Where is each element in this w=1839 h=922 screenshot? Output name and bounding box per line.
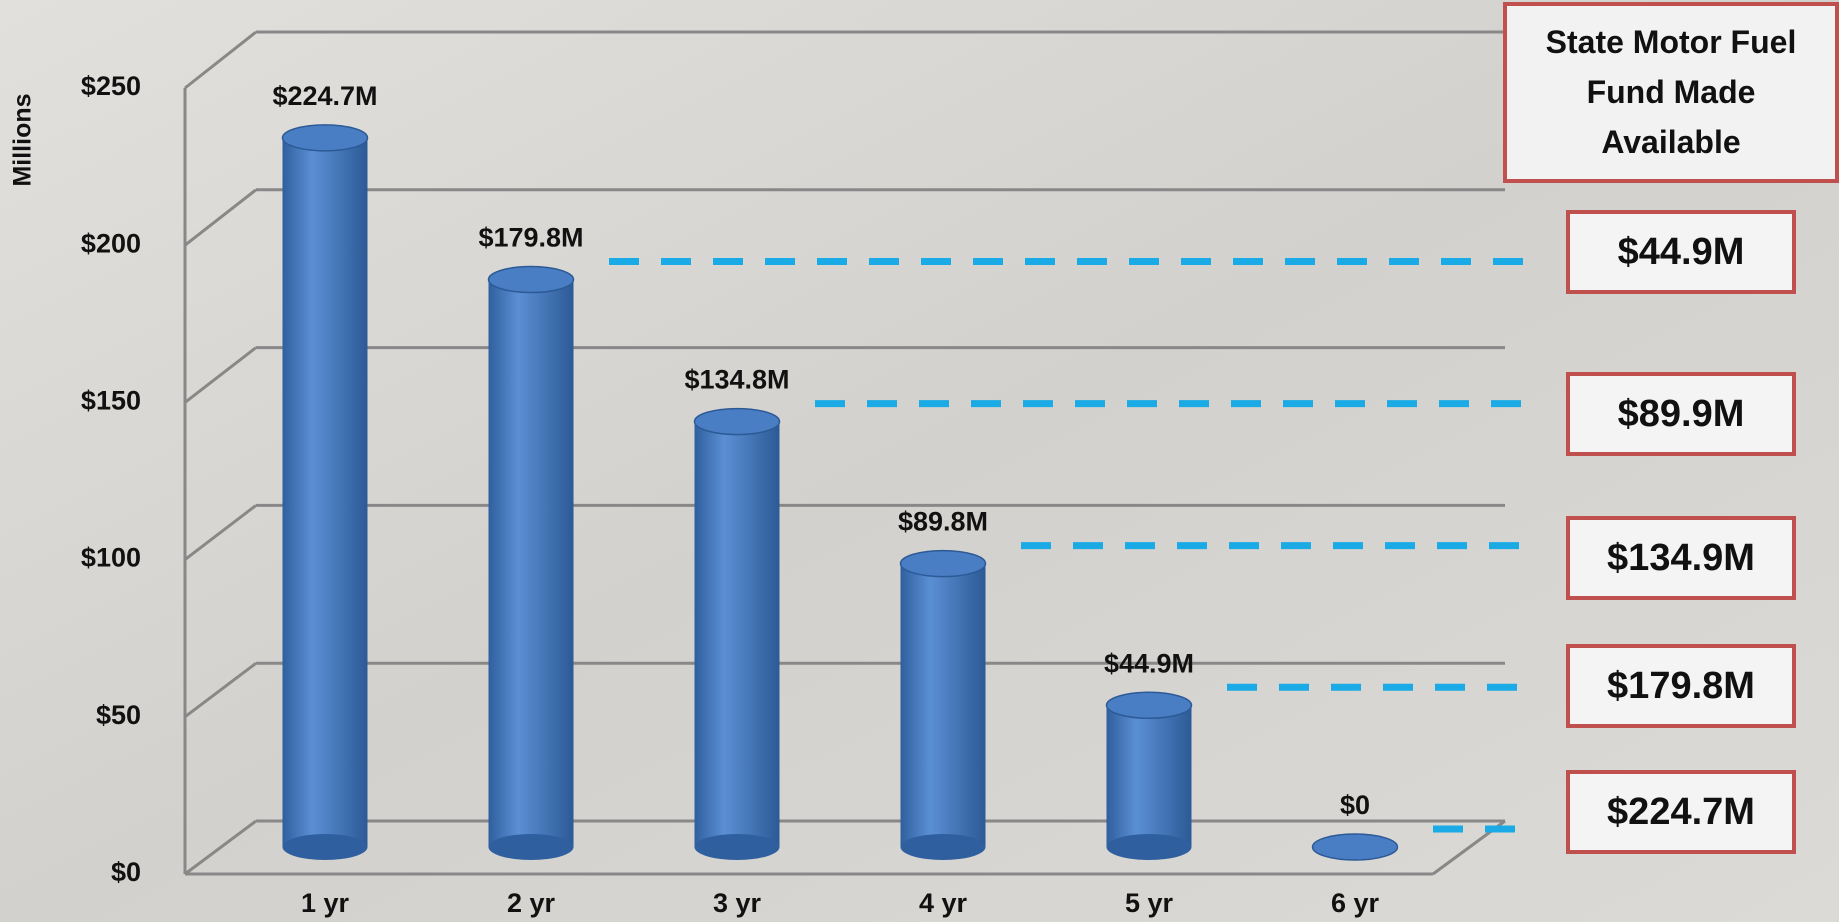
- value-label: $224.7M: [272, 81, 377, 111]
- x-tick-label: 3 yr: [713, 888, 762, 918]
- bar: [901, 551, 986, 860]
- y-axis-label: Millions: [9, 93, 37, 186]
- bar-top: [901, 551, 986, 577]
- value-label: $0: [1340, 790, 1370, 820]
- value-label: $179.8M: [478, 223, 583, 253]
- y-tick-label: $250: [81, 71, 141, 101]
- y-tick-label: $0: [111, 857, 141, 887]
- x-tick-label: 1 yr: [301, 888, 350, 918]
- bar: [489, 267, 574, 860]
- side-box-label: $134.9M: [1607, 537, 1755, 579]
- bar-body: [1107, 705, 1192, 847]
- bar-top: [283, 125, 368, 151]
- side-box-label: $179.8M: [1607, 665, 1755, 707]
- bar: [1107, 692, 1192, 860]
- bar: [695, 409, 780, 860]
- side-box-label: $44.9M: [1618, 231, 1745, 273]
- bar-body: [283, 138, 368, 847]
- bar-bottom: [489, 834, 574, 860]
- value-label: $89.8M: [898, 507, 988, 537]
- bar: [283, 125, 368, 860]
- bar-bottom: [1107, 834, 1192, 860]
- bar-top: [695, 409, 780, 435]
- bar-top: [1313, 834, 1398, 860]
- y-tick-label: $200: [81, 228, 141, 258]
- chart: Millions $0 $50 $100 $150 $200 $250 1 yr $224.7…: [0, 0, 1839, 922]
- bar-body: [489, 280, 574, 847]
- y-tick-label: $50: [96, 700, 141, 730]
- value-label: $134.8M: [684, 365, 789, 395]
- bar-body: [695, 422, 780, 847]
- bar-body: [901, 564, 986, 847]
- x-tick-label: 2 yr: [507, 888, 556, 918]
- bar-bottom: [283, 834, 368, 860]
- side-box-label: $89.9M: [1618, 393, 1745, 435]
- page: {"chart_data": {"type": "bar3d", "y_labe…: [0, 0, 1839, 922]
- x-tick-label: 5 yr: [1125, 888, 1174, 918]
- x-tick-label: 6 yr: [1331, 888, 1380, 918]
- y-tick-label: $100: [81, 543, 141, 573]
- side-box-label: $224.7M: [1607, 791, 1755, 833]
- bar-bottom: [901, 834, 986, 860]
- x-tick-label: 4 yr: [919, 888, 968, 918]
- bar-top: [489, 267, 574, 293]
- bar-top: [1107, 692, 1192, 718]
- bar: [1313, 834, 1398, 860]
- bar-bottom: [695, 834, 780, 860]
- value-label: $44.9M: [1104, 648, 1194, 678]
- y-tick-label: $150: [81, 386, 141, 416]
